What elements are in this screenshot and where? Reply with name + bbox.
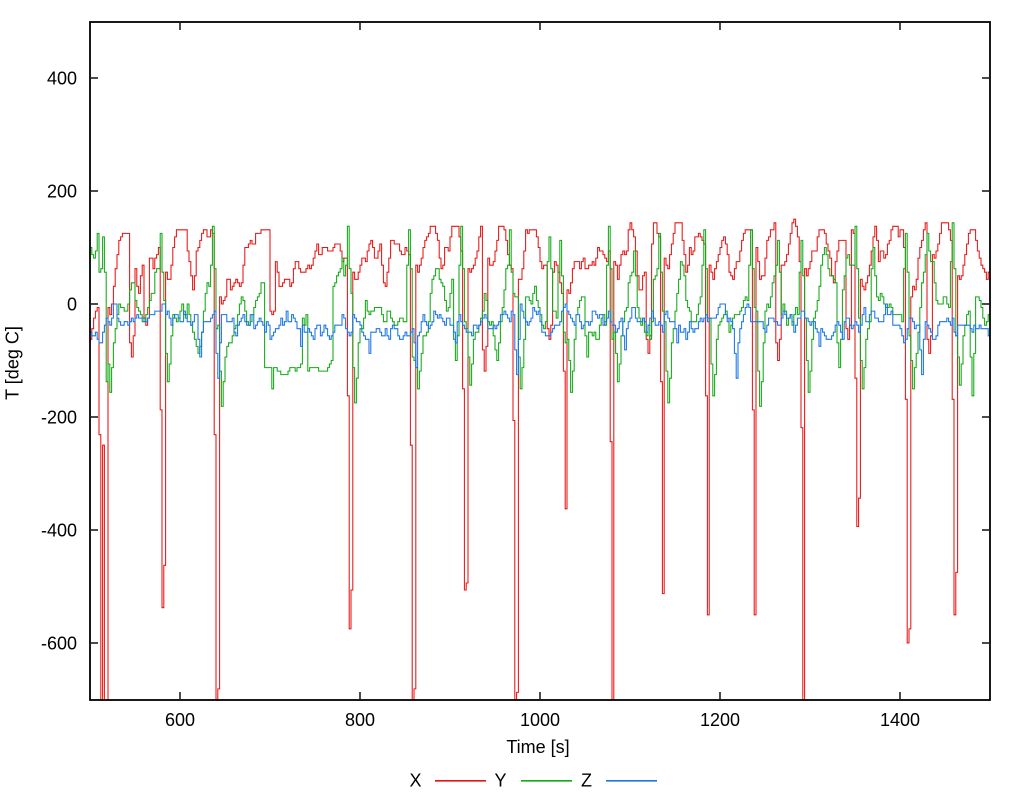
svg-text:0: 0 <box>67 295 77 315</box>
svg-text:1200: 1200 <box>700 710 740 730</box>
svg-text:T [deg C]: T [deg C] <box>3 326 23 400</box>
svg-text:-600: -600 <box>41 634 77 654</box>
svg-text:600: 600 <box>165 710 195 730</box>
svg-text:1000: 1000 <box>520 710 560 730</box>
svg-text:Z: Z <box>581 771 592 791</box>
svg-text:1400: 1400 <box>880 710 920 730</box>
svg-text:-200: -200 <box>41 408 77 428</box>
svg-text:800: 800 <box>345 710 375 730</box>
svg-text:Y: Y <box>494 771 506 791</box>
svg-text:400: 400 <box>47 69 77 89</box>
svg-text:200: 200 <box>47 182 77 202</box>
svg-text:Time [s]: Time [s] <box>506 737 569 757</box>
svg-text:X: X <box>409 771 421 791</box>
svg-text:-400: -400 <box>41 521 77 541</box>
